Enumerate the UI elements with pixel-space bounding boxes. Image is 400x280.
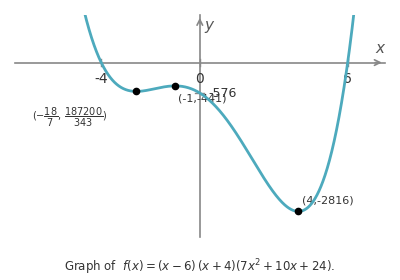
Text: (-1,-441): (-1,-441) (178, 94, 226, 104)
Text: $(-\dfrac{18}{7},\, \dfrac{187200}{343})$: $(-\dfrac{18}{7},\, \dfrac{187200}{343})… (32, 106, 108, 129)
Text: -576: -576 (208, 87, 237, 99)
Text: y: y (205, 18, 214, 33)
Text: Graph of  $f(x) = (x - 6)\,(x + 4)(7x^2 + 10x + 24).$: Graph of $f(x) = (x - 6)\,(x + 4)(7x^2 +… (64, 258, 336, 277)
Text: x: x (375, 41, 384, 56)
Text: (4,-2816): (4,-2816) (302, 195, 354, 205)
Text: 6: 6 (343, 72, 352, 86)
Text: 0: 0 (196, 72, 204, 86)
Text: -4: -4 (94, 72, 108, 86)
